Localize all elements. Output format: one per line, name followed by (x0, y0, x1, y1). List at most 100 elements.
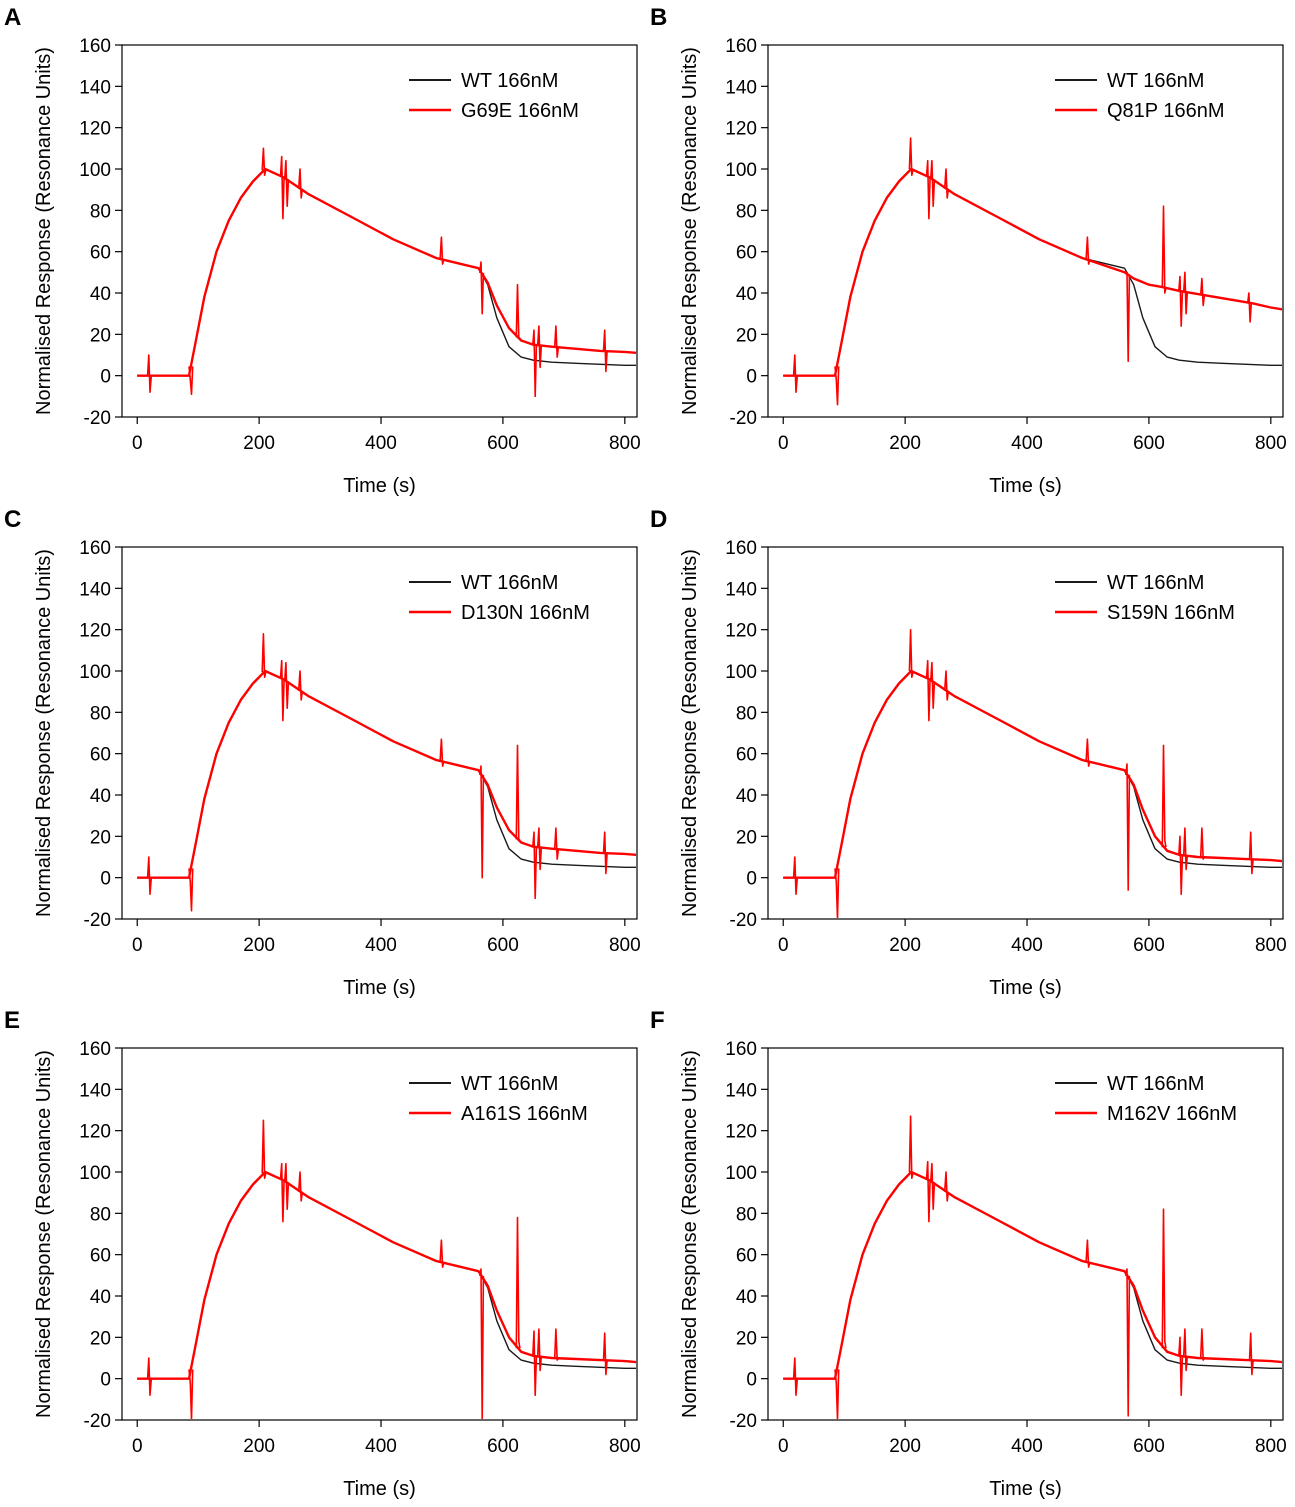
y-tick-label: 40 (90, 1287, 111, 1308)
y-tick-label: 140 (79, 1080, 111, 1101)
legend-label-wt: WT 166nM (1107, 1073, 1204, 1095)
y-tick-label: 20 (90, 1328, 111, 1349)
injection-spike (929, 661, 936, 709)
injection-spike (834, 366, 840, 406)
panel-label: F (650, 1007, 665, 1034)
injection-spike (297, 168, 304, 199)
y-tick-label: 80 (736, 201, 757, 222)
y-tick-label: -20 (84, 408, 111, 429)
y-tick-label: 0 (100, 367, 111, 388)
y-tick-label: 80 (90, 703, 111, 724)
injection-spike (439, 738, 445, 767)
plot-frame (767, 1047, 1284, 1421)
y-tick-label: 120 (79, 119, 111, 140)
plot-frame (767, 44, 1284, 418)
x-axis-label: Time (s) (343, 1478, 416, 1500)
y-tick-label: 0 (746, 1370, 757, 1391)
y-tick-label: 60 (736, 745, 757, 766)
y-tick-label: 100 (725, 1163, 757, 1184)
y-tick-label: 160 (79, 36, 111, 57)
y-tick-label: 120 (79, 1122, 111, 1143)
x-tick-label: 800 (609, 1436, 641, 1457)
y-tick-label: 140 (79, 579, 111, 600)
plot-area (783, 137, 1282, 406)
y-tick-label: 0 (100, 1370, 111, 1391)
panel-label: B (650, 4, 667, 31)
injection-spike (908, 137, 914, 176)
injection-spike (146, 1357, 153, 1396)
injection-spike (1199, 1328, 1206, 1361)
injection-spike (536, 1328, 543, 1372)
injection-spike (1085, 236, 1091, 265)
chart-panel-b: B -20 0 20 40 60 80 100 120 140 160 0 200 400 600 800 Ti… (650, 4, 1287, 497)
injection-spike (553, 827, 560, 860)
injection-spike (792, 354, 799, 393)
y-tick-label: 100 (79, 160, 111, 181)
legend-label-mutant: S159N 166nM (1107, 602, 1235, 624)
injection-spike (792, 856, 799, 895)
injection-spike (283, 159, 290, 207)
injection-spike (283, 661, 290, 709)
y-axis-label: Normalised Response (Resonance Units) (33, 549, 55, 917)
x-tick-label: 600 (1133, 935, 1165, 956)
y-tick-label: 80 (90, 1204, 111, 1225)
x-tick-label: 400 (365, 433, 397, 454)
injection-spike (261, 1119, 267, 1179)
y-tick-label: 160 (725, 538, 757, 559)
y-tick-label: -20 (730, 1411, 757, 1432)
injection-spike (1178, 275, 1184, 327)
x-tick-label: 600 (487, 935, 519, 956)
legend-label-mutant: A161S 166nM (461, 1103, 588, 1125)
injection-spike (146, 354, 153, 393)
injection-spike (515, 283, 521, 340)
injection-spike (553, 1328, 560, 1361)
injection-spike (925, 659, 931, 722)
legend-label-mutant: D130N 166nM (461, 602, 590, 624)
injection-spike (536, 325, 543, 369)
injection-spike (439, 1239, 445, 1268)
injection-spike (532, 1330, 538, 1396)
injection-spike (1161, 205, 1167, 294)
injection-spike (1161, 1208, 1167, 1349)
legend-label-mutant: Q81P 166nM (1107, 100, 1225, 122)
injection-spike (925, 1160, 931, 1223)
injection-spike (834, 868, 840, 918)
y-tick-label: 80 (736, 1204, 757, 1225)
legend-label-wt: WT 166nM (461, 1073, 558, 1095)
chart-panel-f: F -20 0 20 40 60 80 100 120 140 160 0 200 400 600 800 Ti… (650, 1007, 1287, 1500)
y-tick-label: 80 (736, 703, 757, 724)
x-axis-label: Time (s) (343, 977, 416, 999)
x-axis-label: Time (s) (343, 475, 416, 497)
injection-spike (479, 765, 485, 879)
panel-label: C (4, 506, 21, 533)
injection-spike (1248, 1332, 1254, 1376)
chart-panel-e: E -20 0 20 40 60 80 100 120 140 160 0 200 400 600 800 Ti… (4, 1007, 641, 1500)
y-tick-label: 120 (725, 621, 757, 642)
injection-spike (792, 1357, 799, 1396)
y-axis-label: Normalised Response (Resonance Units) (33, 47, 55, 415)
injection-spike (1248, 831, 1254, 875)
plot-frame (767, 546, 1284, 920)
injection-spike (146, 856, 153, 895)
injection-spike (1125, 763, 1131, 891)
x-tick-label: 400 (1011, 1436, 1043, 1457)
y-tick-label: 40 (736, 284, 757, 305)
series-line-mutant (783, 1170, 1282, 1380)
x-tick-label: 600 (1133, 1436, 1165, 1457)
y-tick-label: 100 (725, 662, 757, 683)
chart-panel-c: C -20 0 20 40 60 80 100 120 140 160 0 200 400 600 800 Ti… (4, 506, 641, 999)
y-tick-label: 40 (736, 786, 757, 807)
y-tick-label: 120 (725, 1122, 757, 1143)
y-tick-label: 20 (736, 1328, 757, 1349)
plot-frame (121, 546, 638, 920)
x-tick-label: 0 (132, 433, 143, 454)
x-tick-label: 800 (609, 935, 641, 956)
y-tick-label: 120 (725, 119, 757, 140)
injection-spike (929, 159, 936, 207)
y-tick-label: 0 (100, 869, 111, 890)
injection-spike (1199, 827, 1206, 860)
x-tick-label: 200 (243, 433, 275, 454)
legend-label-wt: WT 166nM (1107, 572, 1204, 594)
injection-spike (261, 147, 267, 176)
